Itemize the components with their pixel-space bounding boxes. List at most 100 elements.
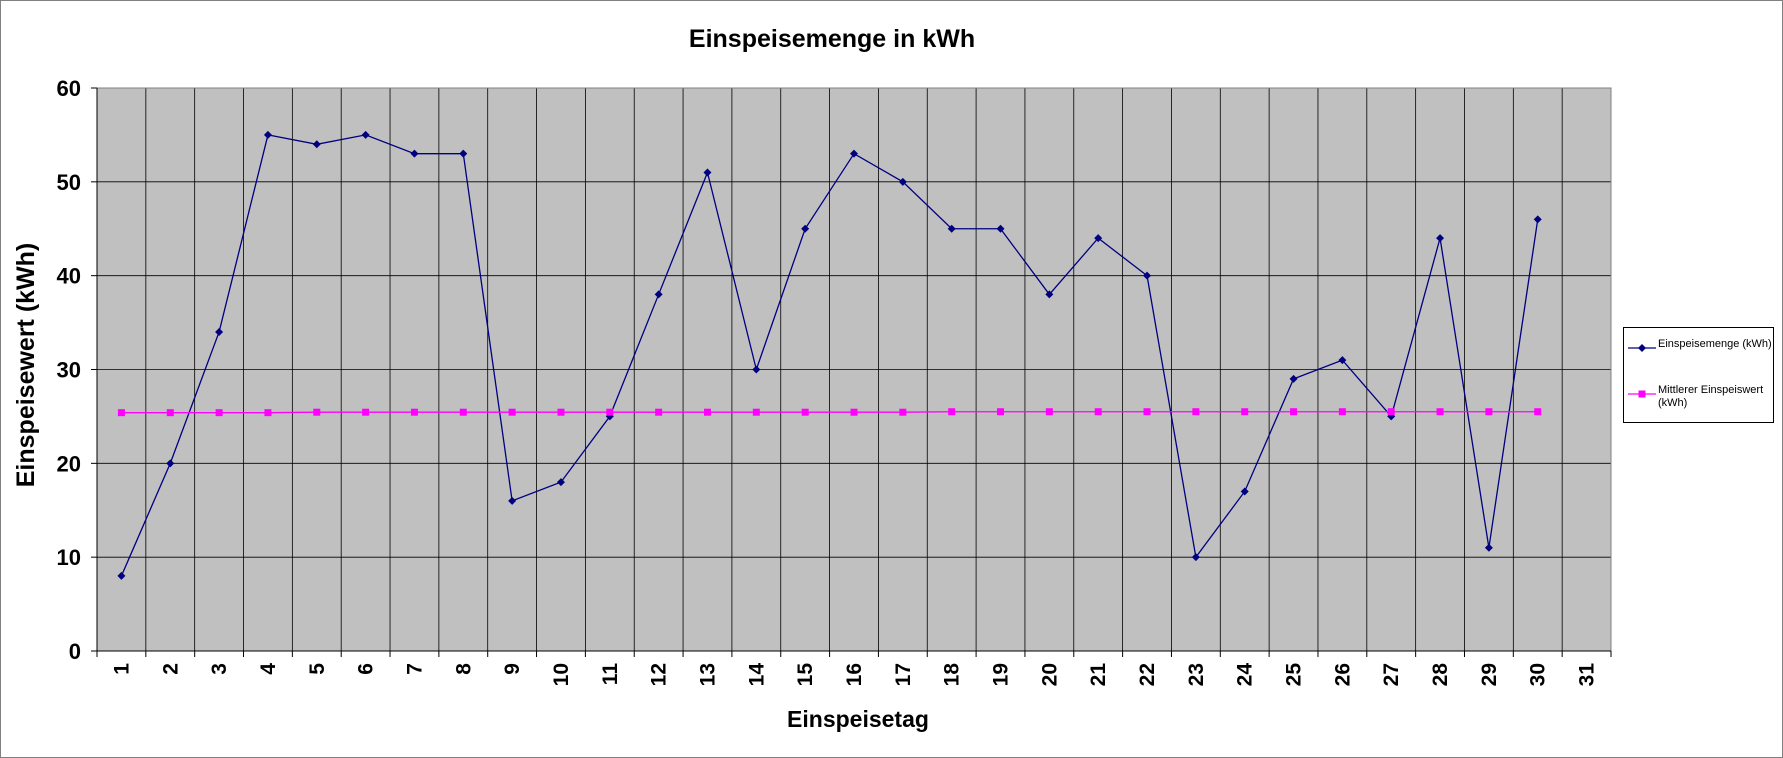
data-point-mittlerer [1387, 408, 1395, 416]
data-point-mittlerer [362, 408, 370, 416]
data-point-einspeisemenge [703, 168, 712, 177]
data-point-einspeisemenge [1143, 271, 1152, 280]
x-tick-label: 23 [1185, 663, 1208, 686]
x-tick-label: 31 [1576, 663, 1599, 687]
data-point-mittlerer [508, 408, 516, 416]
data-point-mittlerer [1192, 408, 1200, 416]
data-point-einspeisemenge [410, 149, 419, 158]
data-point-einspeisemenge [850, 149, 858, 158]
data-point-mittlerer [1485, 408, 1493, 416]
x-tick-label: 30 [1527, 663, 1550, 686]
x-tick-label: 7 [403, 663, 426, 675]
data-point-einspeisemenge [1289, 374, 1298, 383]
x-axis-label: Einspeisetag [787, 706, 929, 732]
data-point-einspeisemenge [1436, 234, 1445, 243]
legend: Einspeisemenge (kWh) Mittlerer Einspeisw… [1623, 327, 1774, 423]
data-point-einspeisemenge [1240, 487, 1249, 496]
x-tick-label: 9 [501, 663, 524, 675]
x-tick-label: 29 [1478, 663, 1501, 686]
data-point-mittlerer [459, 408, 467, 416]
data-point-einspeisemenge [166, 459, 175, 468]
legend-label-mittlerer: Mittlerer Einspeiswert (kWh) [1658, 384, 1764, 409]
data-point-mittlerer [801, 408, 809, 416]
x-tick-label: 5 [306, 663, 329, 675]
series-layer [117, 130, 1542, 580]
data-point-mittlerer [606, 408, 614, 416]
data-point-mittlerer [948, 408, 956, 416]
y-tick-label: 40 [57, 264, 81, 289]
data-point-einspeisemenge [947, 224, 956, 233]
x-tick-label: 1 [110, 663, 133, 675]
data-point-mittlerer [899, 408, 907, 416]
data-point-einspeisemenge [215, 327, 224, 336]
x-tick-label: 3 [208, 663, 231, 675]
data-point-mittlerer [655, 408, 663, 416]
data-point-einspeisemenge [996, 224, 1005, 233]
data-point-mittlerer [166, 409, 174, 417]
x-tick-label: 28 [1429, 663, 1452, 687]
y-tick-label: 20 [57, 451, 81, 476]
chart-title: Einspeisemenge in kWh [689, 25, 975, 53]
x-tick-label: 10 [550, 663, 573, 686]
x-tick-label: 15 [794, 663, 817, 687]
data-point-einspeisemenge [752, 365, 761, 374]
legend-swatch-einspeisemenge [1628, 344, 1656, 352]
data-point-einspeisemenge [1338, 356, 1347, 365]
x-tick-label: 8 [452, 663, 475, 675]
data-point-einspeisemenge [459, 149, 468, 158]
x-tick-label: 16 [843, 663, 866, 686]
x-tick-label: 18 [941, 663, 964, 687]
data-point-mittlerer [752, 408, 760, 416]
data-point-mittlerer [1338, 408, 1346, 416]
y-tick-label: 50 [57, 170, 81, 195]
x-tick-label: 25 [1283, 663, 1306, 687]
data-point-mittlerer [703, 408, 711, 416]
x-tick-label: 11 [599, 663, 622, 686]
x-tick-label: 2 [159, 663, 182, 675]
x-tick-label: 24 [1234, 663, 1257, 687]
data-point-einspeisemenge [263, 130, 272, 139]
x-tick-label: 14 [745, 663, 768, 687]
y-axis-label: Einspeisewert (kWh) [12, 243, 40, 488]
data-point-einspeisemenge [1094, 234, 1103, 243]
series-line-mittlerer [121, 411, 1538, 414]
x-tick-label: 12 [648, 663, 671, 686]
gridlines [97, 87, 1611, 651]
x-tick-label: 13 [696, 663, 719, 686]
data-point-mittlerer [410, 408, 418, 416]
data-point-mittlerer [313, 408, 321, 416]
data-point-mittlerer [1241, 408, 1249, 416]
data-point-einspeisemenge [801, 224, 810, 233]
y-tick-label: 30 [57, 358, 81, 383]
x-tick-label: 22 [1136, 663, 1159, 686]
x-tick-label: 19 [990, 663, 1013, 686]
data-point-einspeisemenge [312, 140, 321, 149]
data-point-einspeisemenge [1191, 553, 1200, 562]
data-point-einspeisemenge [654, 290, 663, 299]
legend-swatch-mittlerer [1628, 390, 1656, 398]
data-point-einspeisemenge [556, 478, 565, 487]
data-point-einspeisemenge [1484, 543, 1493, 552]
data-point-einspeisemenge [1045, 290, 1054, 299]
x-tick-label: 21 [1087, 663, 1110, 687]
data-point-mittlerer [1436, 408, 1444, 416]
x-tick-label: 20 [1038, 663, 1061, 686]
series-line-einspeisemenge [120, 134, 1539, 577]
data-point-mittlerer [1534, 408, 1542, 416]
legend-label-einspeisemenge: Einspeisemenge (kWh) [1658, 338, 1772, 350]
data-point-einspeisemenge [361, 130, 370, 139]
y-tick-label: 60 [57, 76, 81, 101]
data-point-mittlerer [215, 409, 223, 417]
data-point-mittlerer [117, 409, 125, 417]
x-tick-label: 4 [257, 663, 280, 675]
data-point-einspeisemenge [1533, 215, 1542, 224]
x-tick-label: 17 [892, 663, 915, 686]
data-point-mittlerer [1143, 408, 1151, 416]
data-point-mittlerer [1094, 408, 1102, 416]
x-tick-label: 27 [1380, 663, 1403, 686]
data-point-mittlerer [264, 409, 272, 417]
y-tick-label: 10 [57, 545, 81, 570]
data-point-mittlerer [1290, 408, 1298, 416]
x-tick-label: 26 [1331, 663, 1354, 686]
